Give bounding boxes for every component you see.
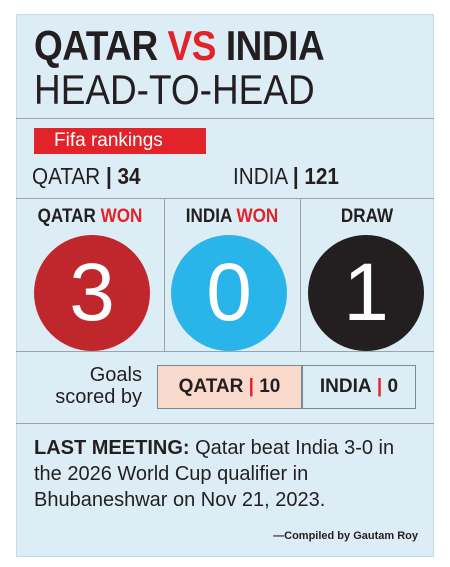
qatar-won-label: QATAR WON <box>23 206 156 228</box>
draw-label-text: DRAW <box>340 206 394 227</box>
draws-circle: 1 <box>308 235 424 351</box>
draw-label: DRAW <box>307 206 428 228</box>
india-ranking-value: 121 <box>304 163 339 189</box>
divider <box>16 423 434 424</box>
qatar-goals-separator: | <box>248 376 254 397</box>
grid-divider <box>164 198 165 352</box>
title-team2: INDIA <box>225 22 325 69</box>
india-goals-value: 0 <box>387 376 399 397</box>
india-goals-separator: | <box>376 376 383 397</box>
india-goals-box: INDIA | 0 <box>302 365 416 409</box>
last-meeting-heading: LAST MEETING: <box>34 437 190 459</box>
last-meeting: LAST MEETING: Qatar beat India 3-0 in th… <box>34 435 426 513</box>
results-grid <box>16 198 434 352</box>
fifa-rankings-tag: Fifa rankings <box>34 128 206 154</box>
qatar-goals-team: QATAR <box>178 376 244 397</box>
goals-scored-label: Goals scored by <box>55 364 142 408</box>
qatar-ranking-value: 34 <box>117 163 141 189</box>
title-subtitle: HEAD-TO-HEAD <box>34 66 315 113</box>
india-won-label: INDIA WON <box>171 206 293 228</box>
india-won-team: INDIA <box>185 206 232 227</box>
qatar-won-suffix: WON <box>100 206 143 227</box>
qatar-ranking: QATAR | 34 <box>32 160 141 192</box>
title-line-1: QATAR VS INDIA <box>34 22 325 70</box>
qatar-wins-circle: 3 <box>34 235 150 351</box>
credit: —Compiled by Gautam Roy <box>273 530 418 542</box>
qatar-goals-box: QATAR | 10 <box>157 365 302 409</box>
india-won-suffix: WON <box>236 206 279 227</box>
india-ranking: INDIA | 121 <box>233 160 339 192</box>
title-team1: QATAR <box>34 22 158 69</box>
last-meeting-text: Qatar beat India 3-0 in the 2026 World C… <box>34 437 395 511</box>
title-vs: VS <box>167 22 217 69</box>
india-ranking-team: INDIA <box>233 163 288 189</box>
qatar-won-team: QATAR <box>37 206 96 227</box>
grid-divider <box>300 198 301 352</box>
india-wins-circle: 0 <box>171 235 287 351</box>
india-ranking-separator: | <box>292 163 299 189</box>
qatar-ranking-team: QATAR <box>32 163 101 189</box>
qatar-goals-value: 10 <box>259 376 281 397</box>
divider <box>16 118 434 119</box>
qatar-ranking-separator: | <box>105 163 112 189</box>
india-goals-team: INDIA <box>319 376 372 397</box>
